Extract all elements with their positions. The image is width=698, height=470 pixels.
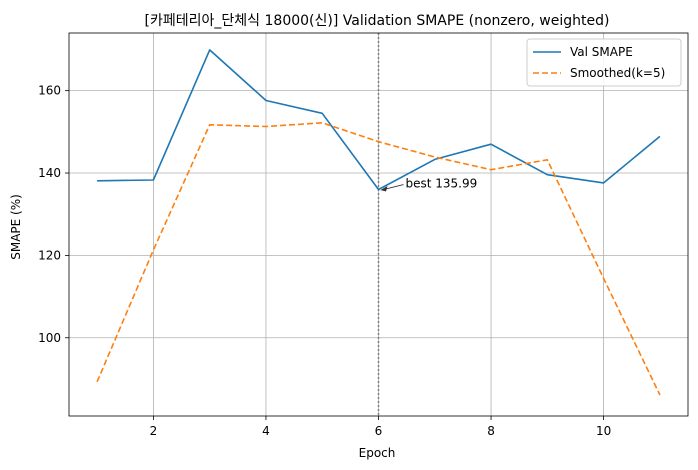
best-annotation: best 135.99	[380, 177, 478, 192]
series-line-1	[97, 49, 661, 191]
annotation-arrowhead	[380, 186, 388, 192]
x-tick-label: 6	[375, 424, 383, 438]
y-tick-label: 120	[38, 248, 61, 262]
annotation-text: best 135.99	[406, 177, 478, 191]
legend: Val SMAPE Smoothed(k=5)	[526, 38, 682, 87]
legend-label: Smoothed(k=5)	[570, 66, 665, 80]
x-axis-label: Epoch	[359, 446, 396, 460]
y-tick-label: 140	[38, 166, 61, 180]
series-line-2	[96, 122, 661, 396]
x-tick-label: 4	[262, 424, 270, 438]
x-tick-label: 8	[487, 424, 495, 438]
x-tick-label: 2	[150, 424, 158, 438]
series-group	[96, 49, 661, 396]
legend-label: Val SMAPE	[570, 45, 633, 59]
ticks: 2 4 6 8 10 100 120 140 160	[38, 84, 611, 438]
legend-box	[526, 38, 682, 87]
y-axis-label: SMAPE (%)	[9, 194, 23, 260]
x-tick-label: 10	[596, 424, 611, 438]
y-tick-label: 160	[38, 84, 61, 98]
chart-title: [카페테리아_단체식 18000(신)] Validation SMAPE (n…	[145, 13, 610, 29]
y-tick-label: 100	[38, 331, 61, 345]
